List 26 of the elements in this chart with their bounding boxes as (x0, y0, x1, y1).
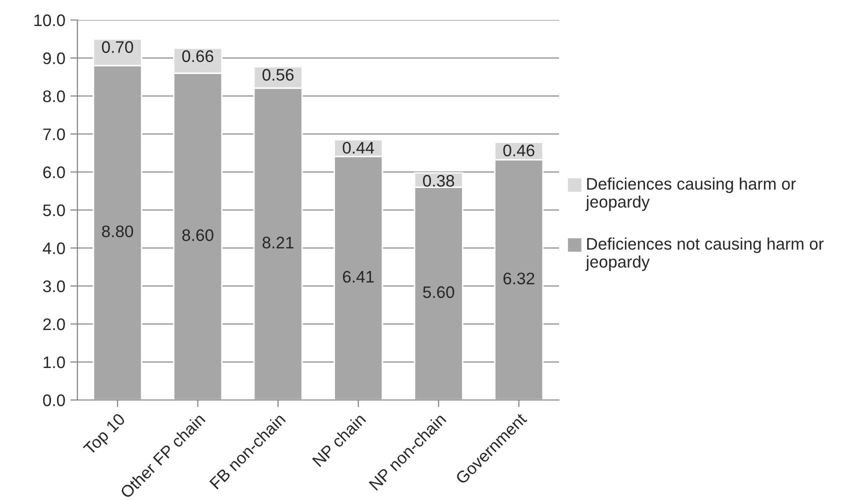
data-label: 0.44 (342, 142, 374, 154)
legend-label: Deficiences causing harm or jeopardy (585, 178, 796, 211)
y-tick-label: 3.0 (43, 280, 65, 292)
y-tick-label: 4.0 (42, 242, 65, 254)
data-label: 0.66 (182, 50, 214, 62)
x-tick-label: Top 10 (82, 412, 128, 458)
y-tick-label: 1.0 (44, 356, 65, 368)
y-tick-label: 8.0 (43, 90, 65, 102)
y-tick-label: 6.0 (43, 166, 65, 178)
data-label: 8.80 (102, 225, 134, 238)
y-tick-label: 9.0 (43, 52, 65, 64)
data-label: 0.56 (262, 68, 294, 81)
data-label: 5.60 (423, 286, 454, 298)
data-label: 8.60 (182, 229, 214, 242)
y-tick-label: 5.0 (43, 204, 65, 216)
data-label: 8.21 (262, 236, 294, 248)
data-label: 0.38 (423, 174, 454, 187)
data-label: 0.46 (503, 144, 534, 156)
y-tick-label: 2.0 (43, 318, 65, 330)
data-label: 0.70 (102, 41, 134, 53)
y-tick-label: 7.0 (43, 128, 65, 140)
legend-label: Deficiences not causing harm or jeopardy (585, 238, 824, 271)
y-tick-label: 0.0 (43, 394, 65, 406)
data-label: 6.41 (342, 270, 374, 283)
data-label: 6.32 (503, 272, 534, 284)
y-tick-label: 10.0 (34, 14, 65, 26)
